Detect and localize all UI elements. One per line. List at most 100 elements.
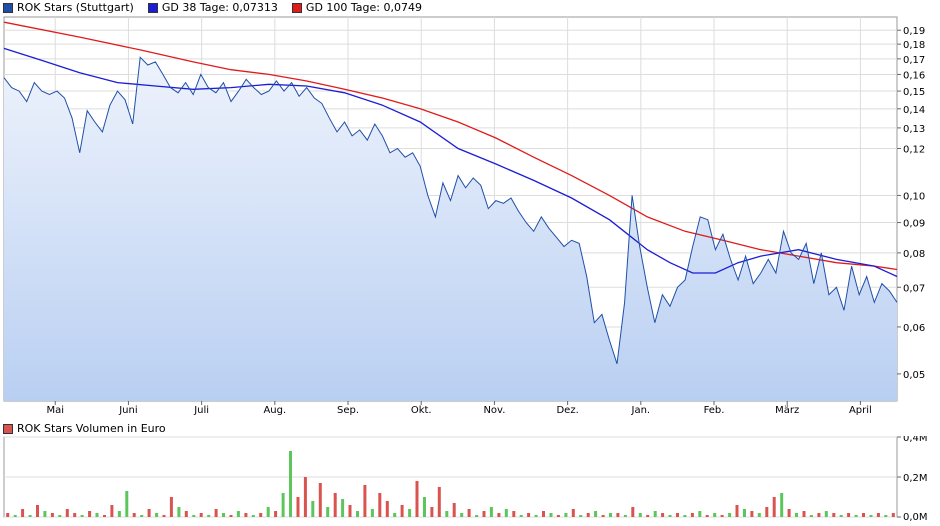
volume-bar — [6, 513, 10, 517]
volume-bar — [601, 515, 605, 517]
volume-bar — [452, 503, 456, 517]
volume-bar — [333, 493, 337, 517]
volume-bar — [192, 515, 196, 517]
volume-bar — [229, 515, 233, 517]
price-x-tick-label: Sep. — [337, 405, 359, 416]
volume-bar — [430, 507, 434, 517]
volume-bar — [690, 513, 694, 517]
volume-bar — [177, 507, 181, 517]
volume-bar — [363, 485, 367, 517]
volume-bar — [36, 505, 39, 517]
volume-swatch — [3, 423, 13, 434]
chart-legend: ROK Stars (Stuttgart) GD 38 Tage: 0,0731… — [3, 1, 422, 14]
volume-bar — [609, 513, 612, 517]
volume-bar — [646, 515, 650, 517]
legend-gd38-label: GD 38 Tage: 0,07313 — [161, 1, 278, 14]
volume-bar — [73, 513, 77, 517]
volume-bar — [214, 509, 218, 517]
volume-bar — [132, 513, 136, 517]
volume-bar — [839, 515, 843, 517]
volume-bar — [296, 497, 300, 517]
price-x-tick-label: Mai — [46, 405, 64, 416]
volume-bar — [720, 515, 724, 517]
volume-bar — [140, 515, 144, 517]
volume-bar — [847, 513, 851, 517]
volume-y-tick-label: 0,0M — [903, 512, 928, 523]
volume-bar — [683, 515, 687, 517]
volume-chart: 0,0M 0,2M 0,4M — [3, 436, 928, 523]
volume-bar — [467, 509, 471, 517]
volume-bar — [854, 515, 858, 517]
price-x-tick-label: Juli — [193, 405, 209, 416]
legend-item-price: ROK Stars (Stuttgart) — [3, 1, 134, 14]
volume-bar — [415, 481, 419, 517]
price-chart: 0,05 0,06 0,07 0,08 0,09 0,10 0,12 0,13 0,14 0,15… — [3, 16, 925, 416]
volume-bar — [50, 513, 54, 517]
price-x-axis: Mai Juni Juli Aug. Sep. Okt. Nov. Dez. Jan. Feb. M… — [46, 401, 872, 416]
volume-bar — [489, 507, 493, 517]
volume-bars — [6, 451, 895, 517]
volume-bar — [318, 483, 322, 517]
volume-bar — [586, 513, 590, 517]
gd38-swatch — [147, 2, 158, 13]
volume-bar — [556, 515, 560, 517]
volume-bar — [58, 515, 62, 517]
price-y-tick-label: 0,17 — [903, 55, 925, 66]
price-y-tick-label: 0,15 — [903, 87, 925, 98]
volume-bar — [497, 513, 501, 517]
volume-bar — [705, 515, 709, 517]
volume-bar — [125, 491, 129, 517]
price-x-tick-label: April — [849, 405, 872, 416]
price-y-tick-label: 0,12 — [903, 145, 925, 156]
volume-bar — [475, 515, 479, 517]
volume-bar — [579, 515, 583, 517]
volume-bar — [207, 515, 211, 517]
price-x-tick-label: Jan. — [631, 405, 651, 416]
volume-bar — [147, 509, 151, 517]
volume-bar — [542, 511, 545, 517]
volume-bar — [222, 513, 225, 517]
volume-bar — [408, 509, 412, 517]
volume-bar — [772, 497, 776, 517]
volume-bar — [728, 513, 732, 517]
volume-y-axis: 0,0M 0,2M 0,4M — [897, 436, 928, 523]
volume-bar — [289, 451, 292, 517]
price-x-tick-label: Dez. — [556, 405, 578, 416]
volume-bar — [564, 513, 568, 517]
volume-bar — [482, 511, 486, 517]
volume-bar — [884, 515, 888, 517]
volume-bar — [348, 505, 352, 517]
volume-bar — [65, 509, 69, 517]
volume-bar — [184, 511, 188, 517]
price-x-tick-label: März — [775, 405, 799, 416]
volume-bar — [385, 501, 389, 517]
volume-bar — [616, 513, 620, 517]
volume-bar — [743, 509, 746, 517]
volume-bar — [162, 515, 166, 517]
price-x-tick-label: Okt. — [411, 405, 432, 416]
volume-bar — [698, 511, 702, 517]
legend-item-gd38: GD 38 Tage: 0,07313 — [147, 1, 278, 14]
volume-bar — [832, 513, 836, 517]
volume-bar — [21, 509, 25, 517]
volume-legend: ROK Stars Volumen in Euro — [3, 422, 166, 435]
volume-bar — [236, 511, 240, 517]
volume-bar — [869, 515, 873, 517]
volume-bar — [824, 511, 828, 517]
volume-bar — [519, 515, 523, 517]
volume-bar — [594, 511, 598, 517]
volume-bar — [199, 513, 203, 517]
volume-bar — [251, 515, 255, 517]
volume-bar — [809, 515, 813, 517]
price-y-tick-label: 0,07 — [903, 283, 925, 294]
gd100-line — [3, 21, 898, 271]
volume-bar — [80, 515, 84, 517]
gd100-swatch — [291, 2, 302, 13]
volume-bar — [460, 513, 464, 517]
volume-bar — [281, 493, 285, 517]
volume-bar — [787, 509, 791, 517]
volume-bar — [549, 513, 553, 517]
price-line — [3, 56, 898, 364]
volume-bar — [303, 477, 307, 517]
